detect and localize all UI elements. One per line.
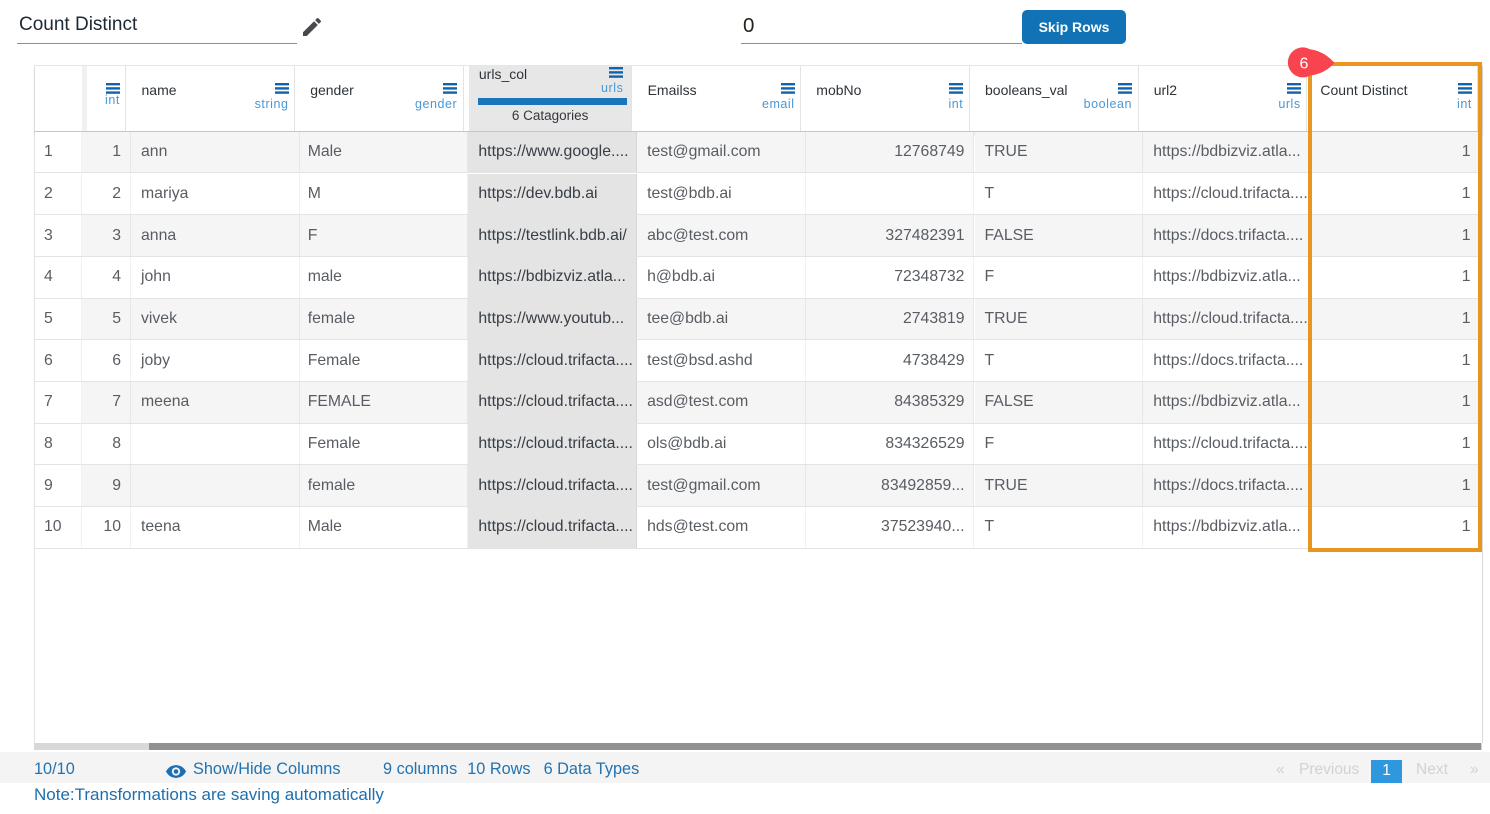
- svg-text:6: 6: [1300, 55, 1309, 72]
